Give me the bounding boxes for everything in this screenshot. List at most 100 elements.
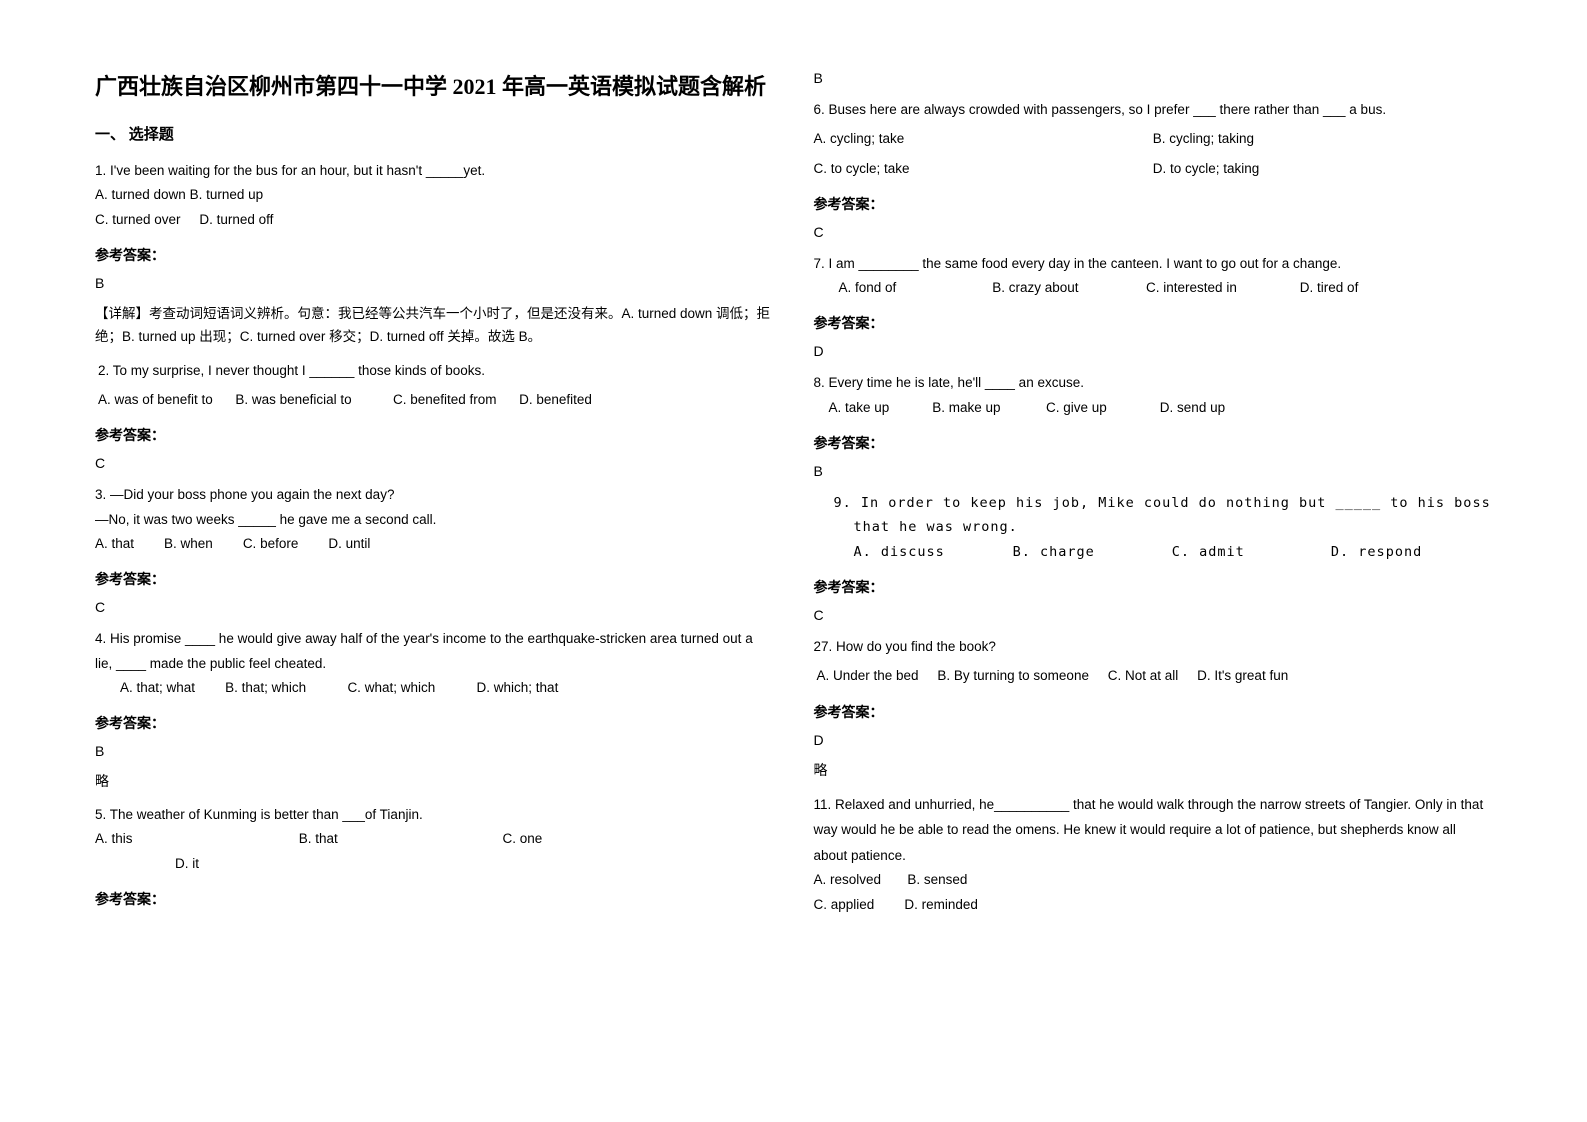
question-text: 9. In order to keep his job, Mike could …	[834, 491, 1493, 540]
answer: B	[814, 463, 1493, 479]
question-options: A. discuss B. charge C. admit D. respond	[814, 540, 1493, 564]
answer-label: 参考答案：	[814, 194, 1493, 214]
question-options: A. fond of B. crazy about C. interested …	[814, 276, 1493, 300]
option-d: D. until	[328, 532, 370, 556]
option-c: C. interested in	[1146, 276, 1296, 300]
question-6: 6. Buses here are always crowded with pa…	[814, 98, 1493, 181]
question-8: 8. Every time he is late, he'll ____ an …	[814, 371, 1493, 420]
option-a: A. resolved	[814, 872, 882, 887]
answer: C	[814, 224, 1493, 240]
question-text: 2. To my surprise, I never thought I ___…	[95, 359, 774, 383]
option-d: D. it	[175, 856, 199, 871]
option-b: B. charge	[1013, 540, 1163, 564]
question-text: 3. —Did your boss phone you again the ne…	[95, 483, 774, 507]
answer-label: 参考答案：	[95, 889, 774, 909]
answer-label: 参考答案：	[814, 433, 1493, 453]
option-c: C. benefited from	[393, 392, 497, 407]
option-c: C. turned over	[95, 212, 181, 227]
answer: C	[814, 607, 1493, 623]
answer-label: 参考答案：	[814, 313, 1493, 333]
option-a: A. take up	[829, 396, 929, 420]
answer: B	[814, 70, 1493, 86]
answer: D	[814, 343, 1493, 359]
question-options: C. to cycle; take D. to cycle; taking	[814, 157, 1493, 181]
option-b: B. was beneficial to	[235, 392, 351, 407]
option-a: A. fond of	[839, 276, 989, 300]
left-column: 广西壮族自治区柳州市第四十一中学 2021 年高一英语模拟试题含解析 一、 选择…	[95, 70, 774, 1072]
option-d: D. benefited	[519, 392, 592, 407]
answer-label: 参考答案：	[95, 569, 774, 589]
option-a: A. turned down	[95, 187, 186, 202]
option-b: B. make up	[932, 396, 1042, 420]
option-c: C. give up	[1046, 396, 1156, 420]
option-a: A. was of benefit to	[98, 392, 213, 407]
omit-text: 略	[95, 771, 774, 791]
option-c: C. admit	[1172, 540, 1322, 564]
option-b: B. By turning to someone	[937, 668, 1089, 683]
question-options: A. that; what B. that; which C. what; wh…	[95, 676, 774, 700]
right-column: B 6. Buses here are always crowded with …	[814, 70, 1493, 1072]
question-options: D. it	[95, 852, 774, 876]
question-text: 4. His promise ____ he would give away h…	[95, 627, 774, 676]
option-d: D. reminded	[904, 897, 978, 912]
option-b: B. turned up	[190, 187, 264, 202]
question-text: 5. The weather of Kunming is better than…	[95, 803, 774, 827]
question-options: A. cycling; take B. cycling; taking	[814, 127, 1493, 151]
answer-label: 参考答案：	[95, 425, 774, 445]
option-d: D. send up	[1160, 396, 1225, 420]
question-text: —No, it was two weeks _____ he gave me a…	[95, 508, 774, 532]
question-text: 6. Buses here are always crowded with pa…	[814, 98, 1493, 122]
question-7: 7. I am ________ the same food every day…	[814, 252, 1493, 301]
question-options: A. resolved B. sensed	[814, 868, 1493, 892]
question-options: A. Under the bed B. By turning to someon…	[814, 664, 1493, 688]
question-text: 27. How do you find the book?	[814, 635, 1493, 659]
question-options: C. applied D. reminded	[814, 893, 1493, 917]
option-d: D. respond	[1331, 540, 1422, 564]
option-b: B. crazy about	[992, 276, 1142, 300]
question-options: A. was of benefit to B. was beneficial t…	[95, 388, 774, 412]
option-c: C. to cycle; take	[814, 157, 1153, 181]
question-options: A. turned down B. turned up	[95, 183, 774, 207]
option-b: B. when	[164, 532, 213, 556]
question-text: 1. I've been waiting for the bus for an …	[95, 159, 774, 183]
option-c: C. before	[243, 532, 299, 556]
option-b: B. that; which	[225, 680, 306, 695]
option-d: D. to cycle; taking	[1153, 157, 1492, 181]
question-text: 8. Every time he is late, he'll ____ an …	[814, 371, 1493, 395]
question-9: 9. In order to keep his job, Mike could …	[814, 491, 1493, 564]
page-container: 广西壮族自治区柳州市第四十一中学 2021 年高一英语模拟试题含解析 一、 选择…	[95, 70, 1492, 1072]
option-c: C. applied	[814, 897, 875, 912]
option-a: A. that; what	[120, 680, 195, 695]
option-d: D. It's great fun	[1197, 668, 1288, 683]
question-2: 2. To my surprise, I never thought I ___…	[95, 359, 774, 413]
question-1: 1. I've been waiting for the bus for an …	[95, 159, 774, 232]
document-title: 广西壮族自治区柳州市第四十一中学 2021 年高一英语模拟试题含解析	[95, 70, 774, 103]
answer-label: 参考答案：	[95, 713, 774, 733]
option-a: A. this	[95, 827, 295, 851]
answer: C	[95, 455, 774, 471]
question-4: 4. His promise ____ he would give away h…	[95, 627, 774, 700]
question-options: A. take up B. make up C. give up D. send…	[814, 396, 1493, 420]
question-options: A. this B. that C. one	[95, 827, 774, 851]
option-c: C. one	[503, 827, 543, 851]
option-d: D. turned off	[199, 212, 273, 227]
explanation: 【详解】考查动词短语词义辨析。句意：我已经等公共汽车一个小时了，但是还没有来。A…	[95, 303, 774, 349]
answer: B	[95, 275, 774, 291]
answer-label: 参考答案：	[814, 577, 1493, 597]
answer: D	[814, 732, 1493, 748]
question-5: 5. The weather of Kunming is better than…	[95, 803, 774, 876]
omit-text: 略	[814, 760, 1493, 780]
question-3: 3. —Did your boss phone you again the ne…	[95, 483, 774, 556]
answer: B	[95, 743, 774, 759]
question-options: C. turned over D. turned off	[95, 208, 774, 232]
section-header: 一、 选择题	[95, 123, 774, 144]
question-text: 7. I am ________ the same food every day…	[814, 252, 1493, 276]
option-b: B. that	[299, 827, 499, 851]
option-a: A. that	[95, 532, 134, 556]
option-a: A. discuss	[854, 540, 1004, 564]
option-d: D. tired of	[1300, 276, 1359, 300]
question-text: 11. Relaxed and unhurried, he__________ …	[814, 792, 1493, 869]
answer-label: 参考答案：	[814, 702, 1493, 722]
answer-label: 参考答案：	[95, 245, 774, 265]
answer: C	[95, 599, 774, 615]
